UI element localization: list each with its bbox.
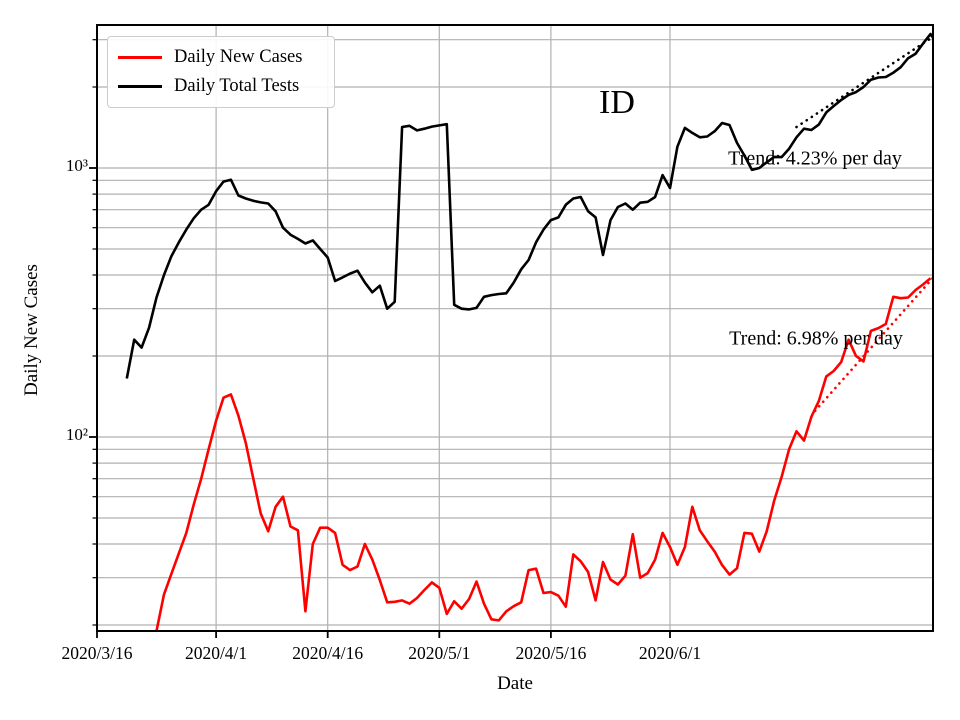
- x-tick-label: 2020/5/1: [408, 643, 471, 663]
- legend-line-black: [118, 85, 162, 88]
- x-tick-label: 2020/4/1: [184, 643, 248, 663]
- legend-label: Daily Total Tests: [174, 76, 300, 97]
- legend-line-red: [118, 56, 162, 59]
- trend-annotation-cases: Trend: 6.98% per day: [729, 327, 903, 350]
- legend: Daily New Cases Daily Total Tests: [107, 36, 335, 108]
- legend-entry-daily-total-tests: Daily Total Tests: [118, 72, 324, 101]
- x-tick-label: 2020/6/1: [638, 643, 702, 663]
- x-axis-label: Date: [497, 673, 533, 694]
- trend-annotation-tests: Trend: 4.23% per day: [728, 147, 902, 170]
- y-tick-label-1000: 10³: [65, 156, 88, 175]
- x-tick-label: 2020/4/16: [292, 643, 364, 663]
- x-tick-label: 2020/3/16: [61, 643, 133, 663]
- legend-label: Daily New Cases: [174, 47, 303, 68]
- legend-entry-daily-new-cases: Daily New Cases: [118, 43, 324, 72]
- y-axis-label: Daily New Cases: [21, 264, 42, 396]
- chart-title: ID: [599, 84, 635, 121]
- y-tick-label-100: 10²: [65, 425, 88, 444]
- x-tick-label: 2020/5/16: [515, 643, 587, 663]
